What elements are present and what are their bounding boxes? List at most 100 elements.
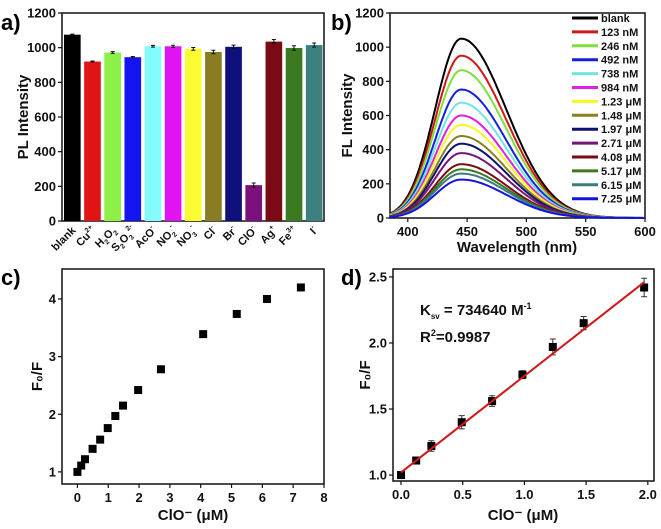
- data-point: [96, 435, 105, 444]
- data-point: [111, 411, 120, 420]
- label-sup: -: [148, 223, 155, 230]
- bar: [64, 34, 81, 221]
- data-point: [88, 444, 97, 453]
- error-bar: [271, 39, 276, 45]
- error-bar: [191, 46, 196, 51]
- x-tick-label: 450: [456, 224, 478, 239]
- ksv-value: = 734640 M: [440, 302, 524, 319]
- bar: [245, 185, 263, 221]
- error-bar: [150, 44, 155, 48]
- ksv-k: K: [420, 302, 431, 319]
- x-tick-label: 1: [105, 490, 112, 505]
- y-tick-label: 0: [377, 211, 384, 226]
- data-point: [262, 294, 271, 303]
- error-bar: [292, 45, 297, 51]
- x-tick-label: 4: [197, 490, 205, 505]
- legend-label: 5.17 μM: [601, 166, 641, 178]
- y-tick-label: 3: [49, 349, 56, 364]
- category-label: Fe3+: [276, 224, 300, 248]
- y-tick-label: 2: [49, 407, 56, 422]
- data-point: [77, 461, 86, 470]
- legend-label: 123 nM: [601, 27, 638, 39]
- data-point: [80, 455, 89, 464]
- y-tick-label: 4: [49, 291, 57, 306]
- category-label: ClO-: [235, 223, 260, 248]
- x-axis-title: Wavelength (nm): [457, 239, 577, 256]
- x-tick-label: 7: [290, 490, 297, 505]
- legend-label: 246 nM: [601, 41, 638, 53]
- bar: [84, 61, 101, 222]
- legend-label: 2.71 μM: [601, 138, 641, 150]
- panel-label-c: c): [1, 265, 21, 290]
- label-base: Fe: [277, 230, 295, 248]
- y-axis-title: FL Intensity: [339, 73, 356, 158]
- bar: [144, 46, 162, 221]
- data-point: [518, 370, 527, 379]
- legend-label: 1.97 μM: [601, 124, 641, 136]
- label-sup: -: [309, 223, 316, 230]
- label-sup: -: [249, 223, 256, 230]
- label-sup: -: [209, 223, 216, 230]
- error-bar: [70, 33, 75, 36]
- y-axis-title: F₀/F: [357, 360, 374, 389]
- data-point: [134, 386, 143, 395]
- error-bar: [211, 49, 216, 55]
- y-axis-title-text: F₀/F: [29, 362, 46, 391]
- x-axis-title: ClO⁻ (μM): [158, 507, 228, 524]
- bar: [225, 46, 242, 221]
- data-point: [457, 418, 466, 427]
- label-sup: +: [268, 224, 276, 232]
- label-sub: 2: [104, 238, 112, 246]
- error-bar: [110, 51, 115, 54]
- error-bar: [130, 56, 135, 59]
- x-tick-label: 400: [397, 224, 419, 239]
- x-tick-label: 550: [575, 224, 597, 239]
- label-sup: -: [188, 223, 195, 230]
- x-tick-label: 3: [166, 490, 173, 505]
- spectrum-line: [389, 178, 645, 219]
- x-tick-label: 1.0: [515, 487, 533, 502]
- data-point: [103, 424, 112, 433]
- y-tick-label: 600: [362, 108, 384, 123]
- plot-frame: [392, 268, 655, 482]
- y-tick-label: 400: [34, 144, 56, 159]
- legend-label: 738 nM: [601, 69, 638, 81]
- y-tick-label: 800: [362, 74, 384, 89]
- x-tick-label: 0: [74, 490, 81, 505]
- y-tick-label: 1200: [355, 6, 384, 21]
- x-tick-label: 1.5: [577, 487, 595, 502]
- label-sub: 2: [119, 243, 127, 251]
- y-tick-label: 0: [49, 214, 56, 229]
- category-label: NO3-: [173, 223, 201, 251]
- data-point: [199, 330, 208, 339]
- category-label: Cl-: [201, 223, 220, 242]
- r2-annotation: R2=0.9987: [420, 328, 491, 346]
- y-tick-label: 400: [362, 142, 384, 157]
- category-label: AcO-: [132, 223, 159, 250]
- bar: [184, 48, 202, 221]
- bar: [285, 48, 303, 221]
- label-sup: 3+: [285, 224, 296, 235]
- ksv-sup: -1: [524, 301, 532, 311]
- y-tick-label: 800: [34, 75, 56, 90]
- error-bar: [251, 182, 256, 188]
- panel-label-d: d): [341, 265, 362, 290]
- x-tick-label: 5: [228, 490, 235, 505]
- panel-label-a: a): [1, 10, 21, 35]
- legend-label: 4.08 μM: [601, 152, 641, 164]
- r2-r: R: [420, 329, 431, 346]
- error-bar: [312, 42, 317, 48]
- error-bar: [171, 44, 176, 48]
- bar: [265, 41, 283, 221]
- x-tick-label: 0.5: [454, 487, 472, 502]
- plot-frame: [61, 268, 325, 485]
- bar: [124, 57, 142, 222]
- x-tick-label: 0.0: [392, 487, 410, 502]
- y-axis-title: PL Intensity: [15, 74, 32, 159]
- y-axis-title-text: F₀/F: [357, 360, 374, 389]
- category-label: Ag+: [258, 224, 280, 246]
- y-tick-label: 1000: [27, 40, 56, 55]
- label-base: NO: [175, 229, 195, 249]
- ksv-sub: sv: [431, 312, 440, 321]
